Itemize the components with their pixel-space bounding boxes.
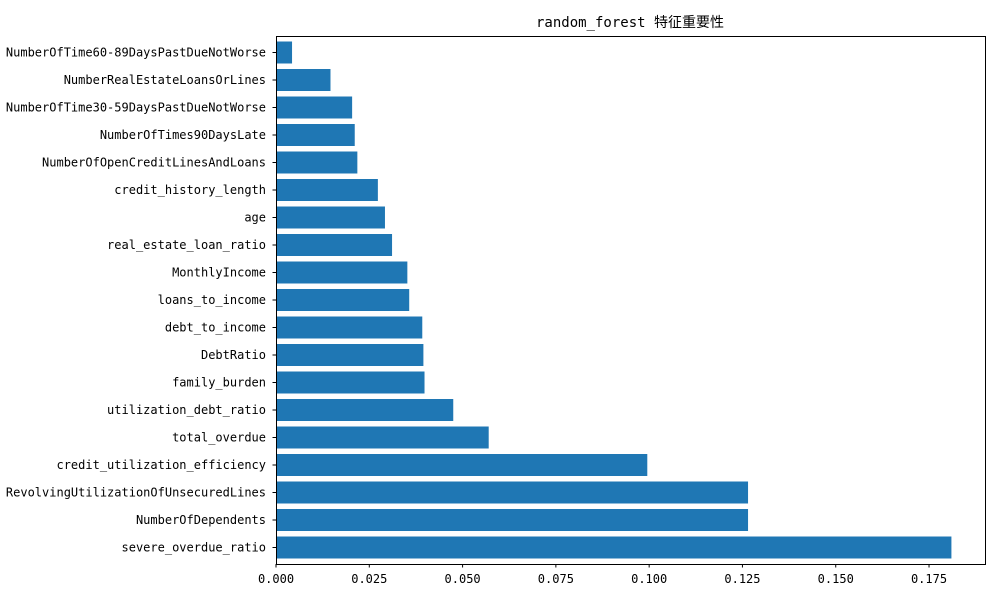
x-tick-label: 0.125	[724, 572, 760, 586]
bar-real_estate_loan_ratio	[276, 234, 393, 256]
x-tick-label: 0.175	[911, 572, 947, 586]
x-tick-label: 0.025	[351, 572, 387, 586]
x-tick-label: 0.075	[538, 572, 574, 586]
plot-frame	[276, 36, 986, 565]
bar-MonthlyIncome	[276, 261, 408, 284]
y-tick-label: debt_to_income	[165, 321, 266, 335]
bar-NumberOfDependents	[276, 509, 749, 531]
bar-NumberOfOpenCreditLinesAndLoans	[276, 151, 358, 174]
bar-credit_history_length	[276, 179, 378, 201]
x-tick-label: 0.000	[258, 572, 294, 586]
x-axis: 0.000 0.025 0.050 0.075 0.100 0.125 0.150 0.175	[258, 564, 947, 586]
y-tick-label: RevolvingUtilizationOfUnsecuredLines	[6, 486, 266, 500]
chart-title: random_forest 特征重要性	[536, 15, 724, 31]
x-tick-label: 0.050	[445, 572, 481, 586]
y-tick-label: MonthlyIncome	[172, 266, 266, 280]
y-tick-label: loans_to_income	[158, 293, 266, 307]
x-tick-label: 0.100	[631, 572, 667, 586]
bar-debt_to_income	[276, 316, 423, 339]
bar-NumberRealEstateLoansOrLines	[276, 69, 331, 91]
y-tick-label: NumberOfDependents	[136, 513, 266, 527]
bar-NumberOfTime60-89DaysPastDueNotWorse	[276, 41, 293, 64]
bars-group	[276, 41, 952, 559]
bar-utilization_debt_ratio	[276, 399, 454, 421]
x-tick-label: 0.150	[818, 572, 854, 586]
bar-RevolvingUtilizationOfUnsecuredLines	[276, 481, 749, 504]
y-tick-label: credit_history_length	[114, 183, 266, 197]
y-tick-label: total_overdue	[172, 431, 266, 445]
y-tick-label: utilization_debt_ratio	[107, 403, 266, 417]
bar-credit_utilization_efficiency	[276, 454, 648, 476]
bar-family_burden	[276, 371, 425, 394]
y-tick-label: credit_utilization_efficiency	[56, 458, 266, 472]
y-tick-label: NumberRealEstateLoansOrLines	[64, 73, 266, 87]
y-tick-label: NumberOfOpenCreditLinesAndLoans	[42, 156, 266, 170]
bar-severe_overdue_ratio	[276, 536, 952, 559]
y-tick-label: family_burden	[172, 376, 266, 390]
bar-total_overdue	[276, 426, 489, 449]
y-axis-labels: severe_overdue_ratio NumberOfDependents Re…	[6, 46, 276, 555]
bar-NumberOfTimes90DaysLate	[276, 124, 355, 146]
y-tick-label: NumberOfTime60-89DaysPastDueNotWorse	[6, 46, 266, 60]
bar-DebtRatio	[276, 344, 424, 366]
bar-age	[276, 206, 385, 229]
y-tick-label: severe_overdue_ratio	[122, 541, 267, 555]
y-tick-label: real_estate_loan_ratio	[107, 238, 266, 252]
y-tick-label: NumberOfTimes90DaysLate	[100, 128, 266, 142]
y-tick-label: NumberOfTime30-59DaysPastDueNotWorse	[6, 101, 266, 115]
y-tick-label: age	[244, 211, 266, 225]
bar-loans_to_income	[276, 289, 410, 311]
y-tick-label: DebtRatio	[201, 348, 266, 362]
bar-NumberOfTime30-59DaysPastDueNotWorse	[276, 96, 353, 119]
